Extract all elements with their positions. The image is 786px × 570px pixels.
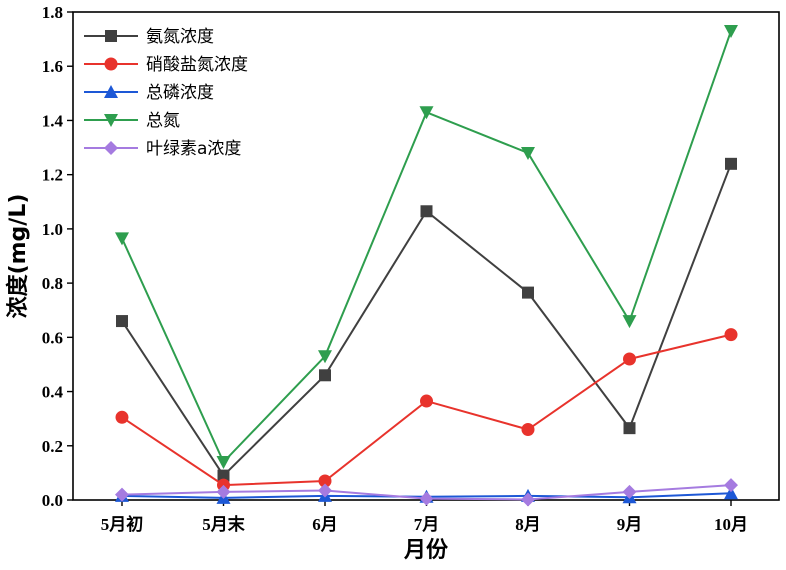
y-tick-label: 1.8: [42, 3, 63, 22]
data-point: [116, 315, 128, 328]
data-point: [318, 474, 332, 488]
y-tick-label: 0.6: [42, 328, 63, 347]
data-point: [115, 487, 129, 502]
series-4: [115, 478, 738, 507]
x-tick-label: 10月: [714, 515, 748, 534]
data-point: [725, 157, 737, 170]
data-point: [318, 483, 332, 498]
legend-marker: [105, 30, 117, 42]
data-point: [115, 232, 129, 246]
y-tick-label: 0.4: [42, 383, 64, 402]
series-3: [115, 24, 738, 470]
x-tick-label: 7月: [414, 515, 440, 534]
data-point: [724, 24, 738, 38]
data-point: [521, 146, 535, 160]
data-point: [419, 106, 434, 120]
data-point: [622, 484, 637, 499]
data-point: [724, 486, 738, 500]
y-tick-label: 1.4: [42, 111, 64, 130]
x-tick-label: 9月: [617, 515, 643, 534]
data-point: [724, 328, 738, 342]
y-tick-label: 0.8: [42, 274, 63, 293]
series-0: [116, 157, 737, 482]
y-tick-label: 0.0: [42, 491, 63, 510]
legend-label: 叶绿素a浓度: [146, 139, 241, 159]
data-point: [420, 394, 433, 408]
data-point: [318, 350, 332, 364]
data-point: [419, 491, 434, 506]
x-tick-label: 6月: [312, 515, 338, 534]
data-point: [216, 456, 231, 470]
legend-label: 总磷浓度: [146, 83, 214, 103]
data-point: [622, 315, 637, 329]
data-point: [724, 478, 738, 493]
legend-marker: [104, 114, 118, 127]
data-point: [521, 423, 535, 437]
data-point: [420, 205, 433, 218]
data-point: [115, 410, 129, 424]
series-1: [115, 328, 738, 492]
legend-label: 硝酸盐氮浓度: [146, 55, 248, 75]
y-tick-label: 1.6: [42, 57, 63, 76]
x-tick-label: 8月: [515, 515, 541, 534]
legend-marker: [104, 57, 118, 71]
data-point: [216, 484, 231, 499]
data-point: [623, 422, 636, 435]
legend-marker: [104, 85, 118, 98]
legend-label: 氨氮浓度: [146, 27, 214, 47]
data-point: [522, 286, 534, 299]
legend-label: 总氮: [146, 111, 180, 131]
x-tick-label: 5月初: [101, 514, 144, 534]
data-point: [623, 352, 636, 366]
y-tick-label: 1.2: [42, 166, 63, 185]
y-tick-label: 1.0: [42, 220, 63, 239]
x-axis-title: 月份: [403, 538, 449, 563]
data-point: [319, 369, 331, 382]
series-line: [121, 333, 732, 487]
x-tick-label: 5月末: [202, 514, 245, 534]
data-point: [217, 469, 230, 482]
legend-marker: [104, 141, 118, 155]
data-point: [521, 492, 535, 507]
y-tick-label: 0.2: [42, 437, 63, 456]
y-axis-title: 浓度(mg/L): [5, 194, 31, 319]
